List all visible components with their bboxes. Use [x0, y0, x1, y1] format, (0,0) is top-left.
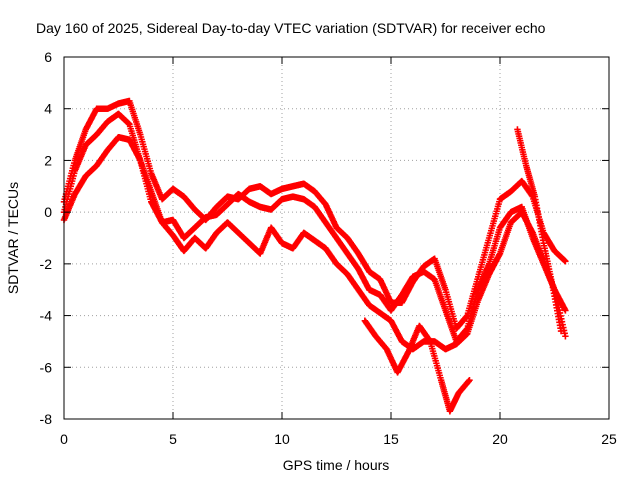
x-tick-labels: 0 5 10 15 20 25 — [60, 431, 617, 447]
x-tick-label: 10 — [274, 431, 290, 447]
series-track-5 — [514, 126, 565, 335]
y-tick-label: 0 — [44, 204, 52, 220]
y-tick-label: -6 — [40, 359, 53, 375]
y-tick-labels: -8 -6 -4 -2 0 2 4 6 — [40, 49, 53, 427]
series-track-1 — [60, 97, 569, 332]
y-tick-label: -2 — [40, 256, 53, 272]
y-tick-label: -8 — [40, 411, 53, 427]
series-track-4 — [361, 317, 473, 415]
x-tick-label: 25 — [601, 431, 617, 447]
y-tick-label: 6 — [44, 49, 52, 65]
x-tick-label: 15 — [383, 431, 399, 447]
x-tick-label: 20 — [492, 431, 508, 447]
data-point — [562, 258, 569, 265]
y-tick-label: 2 — [44, 152, 52, 168]
x-tick-label: 0 — [60, 431, 68, 447]
data-points — [60, 97, 569, 415]
y-tick-label: 4 — [44, 101, 52, 117]
y-axis-label: SDTVAR / TECUs — [5, 182, 21, 294]
data-point — [562, 333, 569, 340]
data-point — [466, 377, 473, 384]
x-tick-label: 5 — [169, 431, 177, 447]
y-tick-label: -4 — [40, 308, 53, 324]
chart-title: Day 160 of 2025, Sidereal Day-to-day VTE… — [36, 20, 546, 36]
data-point — [557, 327, 565, 335]
plot-frame — [63, 56, 610, 420]
series-track-3 — [60, 133, 569, 353]
data-point — [562, 307, 569, 314]
x-axis-label: GPS time / hours — [283, 457, 390, 473]
